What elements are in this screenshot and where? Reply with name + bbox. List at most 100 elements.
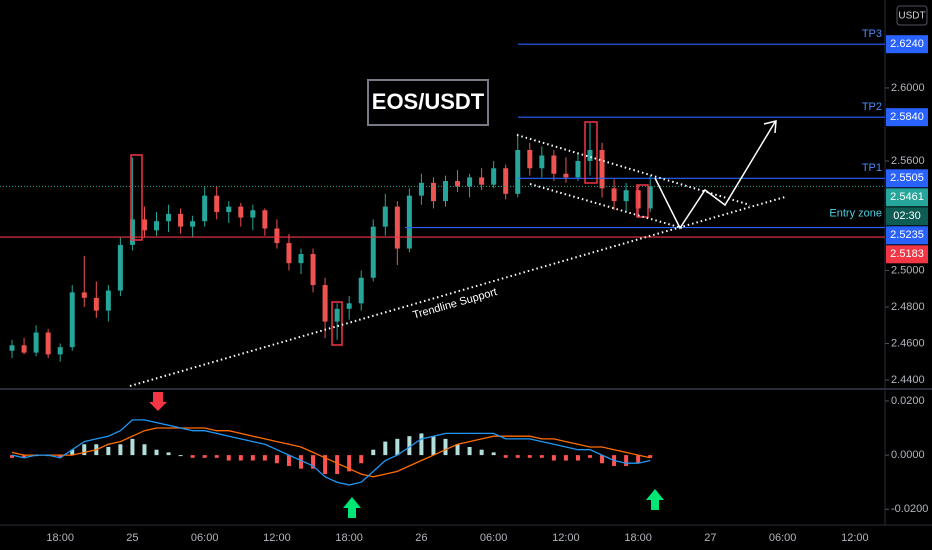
y-tick-label: 2.5600	[891, 155, 925, 167]
candle-body	[322, 285, 328, 322]
histogram-bar	[575, 455, 580, 461]
candle-body	[479, 177, 485, 185]
histogram-bar	[299, 455, 304, 469]
histogram-bar	[455, 444, 460, 456]
x-tick-label: 18:00	[624, 532, 652, 544]
candle-body	[141, 219, 147, 231]
candle-body	[527, 150, 533, 169]
candle-body	[467, 177, 473, 187]
histogram-bar	[238, 455, 243, 461]
x-tick-label: 12:00	[552, 532, 580, 544]
histogram-bar	[419, 433, 424, 456]
candle-body	[81, 292, 87, 298]
y-tick-label: 2.5000	[891, 264, 925, 276]
candle-body	[9, 345, 15, 351]
candle-body	[334, 308, 340, 322]
level-name: TP2	[862, 101, 882, 113]
candle-body	[286, 243, 292, 264]
y-tick-label: 2.4800	[891, 301, 925, 313]
histogram-bar	[395, 438, 400, 456]
candle-body	[563, 173, 569, 178]
y-tick-label: 0.0200	[891, 395, 925, 407]
x-tick-label: 12:00	[263, 532, 291, 544]
histogram-bar	[178, 455, 183, 457]
candle-body	[238, 206, 244, 218]
candle-body	[503, 168, 509, 194]
highlight-box	[130, 154, 143, 241]
candle-body	[394, 206, 400, 249]
histogram-bar	[443, 438, 448, 456]
candle-body	[262, 210, 268, 229]
histogram-bar	[503, 455, 508, 458]
price-label: 2.5235	[890, 229, 924, 241]
candle-body	[226, 206, 232, 213]
projection-path	[654, 121, 776, 230]
candle-body	[443, 181, 448, 202]
histogram-bar	[250, 455, 255, 461]
x-tick-label: 18:00	[335, 532, 363, 544]
candle-body	[515, 150, 521, 194]
x-tick-label: 06:00	[191, 532, 219, 544]
histogram-bar	[551, 455, 556, 461]
candle-body	[45, 332, 51, 355]
candle-body	[575, 160, 581, 178]
candle-body	[178, 213, 184, 227]
histogram-bar	[335, 455, 340, 475]
candle-body	[551, 155, 557, 174]
x-tick-label: 26	[415, 532, 427, 544]
highlight-boxes	[130, 121, 649, 346]
histogram-bar	[214, 455, 219, 458]
currency-button[interactable]	[896, 5, 928, 26]
histogram-bar	[539, 455, 544, 458]
price-label-box	[886, 35, 928, 54]
price-label-box	[886, 226, 928, 245]
level-name: TP3	[862, 28, 882, 40]
histogram-bar	[286, 455, 291, 466]
marks: 18:00 25 06:00 12:00 18:00 26 06:00 12:00 18:00 2…	[0, 28, 928, 544]
currency-label: USDT	[898, 11, 925, 22]
histogram-bar	[262, 455, 267, 461]
histogram-bar	[190, 455, 195, 458]
candle-body	[611, 188, 617, 202]
candle-body	[623, 190, 629, 202]
candle-body	[382, 206, 388, 227]
candle-body	[587, 150, 593, 161]
buy-arrow	[343, 497, 361, 518]
histogram-bar	[636, 455, 641, 464]
histogram-bar	[407, 436, 412, 456]
histogram-bar	[648, 455, 653, 458]
countdown-label: 02:30	[893, 210, 921, 222]
x-tick-label: 06:00	[480, 532, 508, 544]
candle-body	[93, 297, 99, 311]
histogram-bar	[106, 446, 111, 456]
candle-body	[250, 210, 256, 218]
histogram-bar	[563, 455, 568, 461]
highlight-box	[584, 121, 598, 184]
candle-body	[105, 290, 111, 311]
candle-body	[491, 168, 497, 185]
histogram-bar	[371, 449, 376, 456]
price-label: 2.5183	[890, 248, 924, 260]
histogram-bar	[166, 452, 171, 456]
histogram-bar	[359, 455, 364, 464]
candle-body	[21, 345, 27, 353]
candle-body	[599, 150, 605, 189]
histogram-bar	[600, 455, 605, 464]
projection-arrowhead	[763, 120, 777, 134]
histogram-bar	[58, 455, 63, 458]
histogram-bar	[70, 449, 75, 456]
histogram-bar	[587, 455, 592, 458]
y-tick-label: -0.0200	[891, 503, 928, 515]
title-box	[367, 79, 489, 126]
candle-body	[430, 182, 436, 202]
candle-body	[358, 277, 364, 304]
histogram-bar	[154, 449, 159, 456]
x-tick-label: 06:00	[769, 532, 797, 544]
candle-body	[455, 181, 461, 187]
candle-body	[370, 226, 376, 278]
countdown-box	[886, 207, 928, 226]
candle-body	[298, 254, 304, 264]
histogram-bar	[467, 446, 472, 456]
price-label-box	[886, 169, 928, 188]
trendline-upper	[516, 134, 751, 206]
